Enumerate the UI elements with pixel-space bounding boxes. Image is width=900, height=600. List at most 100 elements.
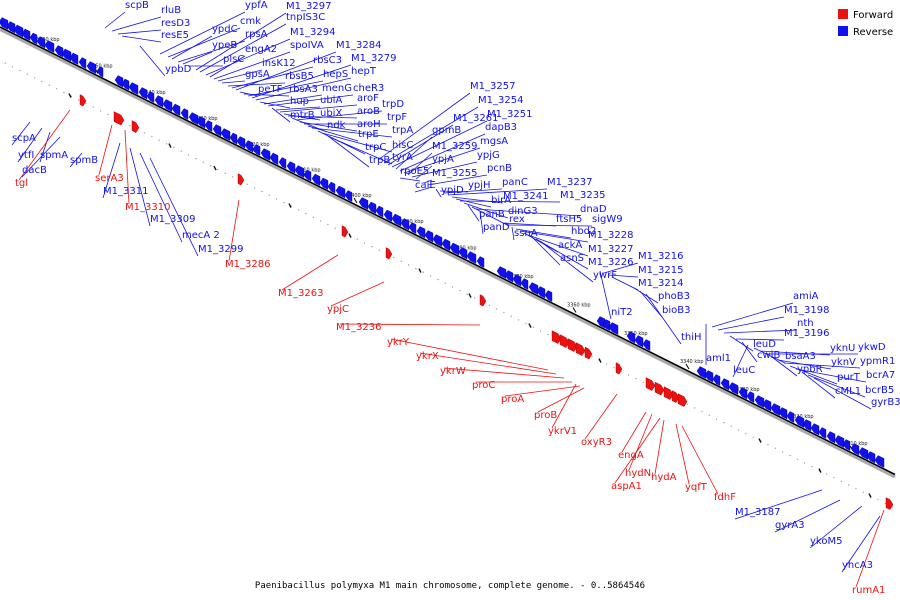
forward-gene-block (237, 173, 245, 186)
leader-m1-3198 (717, 316, 785, 331)
strand-marker (868, 493, 872, 498)
reverse-gene-block (826, 431, 836, 444)
reverse-gene-block (278, 157, 287, 169)
gene-label-fdhf: fdhF (714, 492, 736, 503)
reverse-gene-block (466, 251, 477, 264)
gene-label-hept: hepT (351, 66, 377, 77)
leader-phob3 (633, 287, 659, 304)
gene-label-heps: hepS (323, 69, 348, 80)
gene-label-cwlb: cwlB (757, 350, 780, 361)
gene-label-m1-3279: M1_3279 (351, 53, 396, 64)
reverse-gene-block (634, 335, 644, 348)
forward-gene-block (559, 334, 570, 348)
leader-ypfa (159, 11, 246, 55)
forward-gene-block (645, 377, 656, 391)
reverse-gene-block (738, 387, 748, 400)
forward-gene-block (575, 342, 586, 356)
legend-reverse-swatch (838, 26, 848, 36)
reverse-gene-block (162, 99, 173, 112)
gene-label-hup: hup (290, 96, 309, 107)
leader-m1-3254 (383, 106, 479, 164)
leader-m1-3228 (519, 230, 589, 243)
leader-heps (247, 80, 324, 97)
leader-panb (467, 204, 480, 222)
map-caption: Paenibacillus polymyxa M1 main chromosom… (255, 581, 645, 591)
gene-label-enga: engA (618, 450, 644, 461)
gene-label-cher3: cheR3 (353, 83, 384, 94)
leader-cmk (167, 27, 241, 58)
reverse-gene-block (367, 201, 377, 214)
reverse-gene-block (180, 108, 189, 120)
gene-label-tyra: tyrA (392, 152, 413, 163)
axis-tick-label: 3320 kbp (790, 414, 814, 420)
forward-gene-block (584, 346, 593, 360)
reverse-gene-block (335, 185, 346, 199)
reverse-gene-block (786, 411, 795, 423)
reverse-gene-block (220, 128, 231, 141)
reverse-gene-block (458, 247, 468, 260)
leader-rlub (111, 16, 162, 32)
leader-m1-3263 (281, 254, 339, 291)
gene-label-hyda: hydA (651, 472, 677, 483)
gene-label-cmk: cmk (240, 16, 261, 27)
gene-label-thih: thiH (681, 332, 702, 343)
axis-tick (685, 363, 690, 370)
reverse-gene-block (626, 331, 636, 344)
leader-gyrb3 (813, 377, 872, 410)
leader-m1-3257 (377, 92, 471, 161)
gene-label-ykwd: ykwD (858, 342, 886, 353)
leader-rpoe5 (399, 177, 421, 182)
gene-label-yhca3: yhcA3 (842, 560, 873, 571)
axis-shadow (0, 28, 896, 479)
leader-hydn (628, 413, 653, 471)
leader-rpsa (177, 40, 246, 63)
gene-label-rese5: resE5 (161, 30, 189, 41)
leader-m1-3299 (149, 157, 199, 257)
gene-label-purt: purT (837, 372, 861, 383)
gene-label-ykry: ykrY (387, 337, 410, 348)
leader-m1-3279 (251, 64, 352, 99)
leader-leud (729, 335, 754, 352)
reverse-gene-block (432, 234, 443, 247)
forward-gene-block (479, 294, 487, 307)
gene-label-biob3: bioB3 (662, 305, 690, 316)
leader-m1-3227 (527, 234, 589, 257)
gene-label-petf: peTF (258, 84, 283, 95)
leader-rbsa3 (243, 93, 290, 97)
reverse-gene-block (842, 439, 851, 451)
leader-cher3 (267, 94, 354, 107)
reverse-gene-block (712, 374, 721, 386)
gene-label-bira: birA (491, 195, 511, 206)
leader-spma (39, 131, 51, 163)
gene-label-acka: ackA (558, 240, 582, 251)
leader-pcnb (427, 174, 488, 186)
gene-label-ypfa: ypfA (245, 0, 268, 11)
axis-tick-label: 3310 kbp (844, 441, 868, 447)
gene-label-yknv: yknV (831, 357, 856, 368)
genome-track: 3460 kbp 3450 kbp 3440 kbp 3430 kbp 3420 kbp… (0, 17, 896, 510)
gene-label-trpa: trpA (392, 125, 413, 136)
gene-label-ssna: ssnA (514, 228, 538, 239)
leader-rese5 (121, 35, 162, 43)
gene-label-hydn: hydN (625, 468, 651, 479)
forward-gene-block (654, 381, 665, 396)
gene-label-gyra3: gyrA3 (775, 520, 805, 531)
gene-label-trpf: trpF (387, 112, 407, 123)
gene-label-rpsa: rpsA (245, 29, 268, 40)
gene-label-tnpis3c: tnpIS3C (286, 12, 325, 23)
leader-nit2 (599, 270, 612, 320)
leader-gpsa (221, 80, 246, 84)
legend-forward-swatch (838, 9, 848, 19)
gene-label-m1-3294: M1_3294 (290, 27, 335, 38)
gene-label-m1-3236: M1_3236 (336, 322, 381, 333)
reverse-gene-block (441, 238, 451, 251)
leader-m1-3236 (339, 323, 481, 326)
reverse-gene-block (294, 165, 305, 178)
forward-gene-block (113, 111, 125, 126)
reverse-gene-block (171, 103, 181, 116)
leader-spoiva (213, 51, 291, 80)
strand-marker (528, 323, 532, 328)
leader-ytfi (17, 127, 43, 163)
axis-tick-label: 3330 kbp (736, 387, 760, 393)
axis-tick-label: 3350 kbp (624, 331, 648, 337)
